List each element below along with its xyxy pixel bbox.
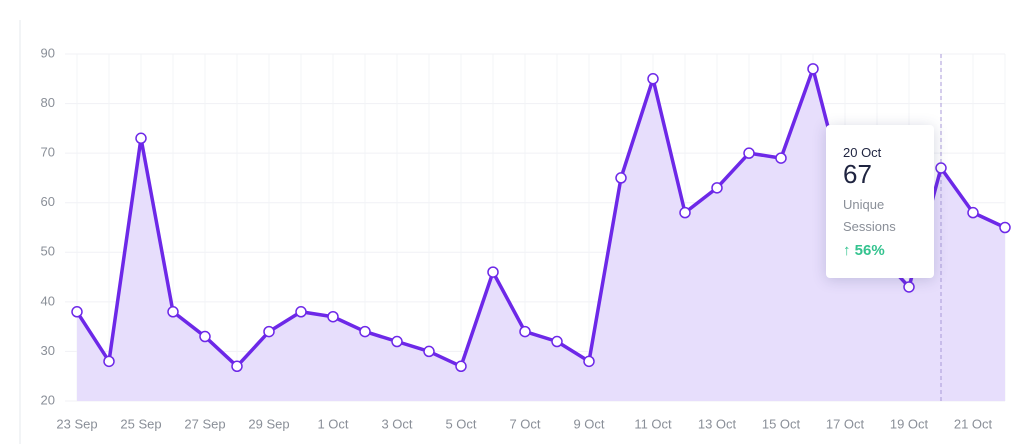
- y-tick-label: 40: [41, 293, 55, 308]
- tooltip-date: 20 Oct: [843, 145, 882, 160]
- y-tick-label: 70: [41, 145, 55, 160]
- point: [967, 206, 979, 219]
- x-tick-label: 9 Oct: [573, 416, 604, 431]
- tooltip-change: ↑ 56%: [843, 242, 934, 259]
- point: [327, 310, 339, 323]
- y-tick-label: 90: [41, 45, 55, 60]
- tooltip-label: Unique Sessions: [843, 197, 896, 234]
- point: [999, 221, 1011, 234]
- x-tick-label: 5 Oct: [445, 416, 476, 431]
- point: [583, 355, 595, 368]
- x-tick-label: 7 Oct: [509, 416, 540, 431]
- tooltip: 20 Oct 67 Unique Sessions ↑ 56%: [826, 125, 934, 278]
- point: [551, 335, 563, 348]
- x-tick-label: 27 Sep: [184, 416, 225, 431]
- point: [71, 306, 83, 318]
- x-tick-label: 13 Oct: [698, 416, 737, 431]
- area: [77, 68, 1005, 401]
- point: [231, 360, 243, 373]
- x-tick-label: 21 Oct: [954, 416, 993, 431]
- point: [263, 325, 275, 338]
- point: [679, 206, 691, 219]
- point: [167, 306, 179, 318]
- point: [615, 172, 627, 184]
- point: [103, 355, 115, 368]
- point: [775, 152, 787, 164]
- x-tick-label: 11 Oct: [634, 416, 672, 431]
- point: [903, 281, 915, 293]
- x-tick-label: 25 Sep: [120, 416, 161, 431]
- point: [487, 266, 499, 278]
- x-tick-label: 29 Sep: [248, 416, 289, 431]
- y-tick-label: 30: [41, 343, 55, 358]
- tooltip-value: 67: [843, 159, 872, 189]
- point: [807, 63, 819, 75]
- y-tick-label: 60: [41, 194, 55, 209]
- point: [391, 335, 403, 348]
- y-tick-label: 50: [41, 244, 55, 259]
- point: [423, 345, 435, 358]
- point: [743, 147, 755, 159]
- point: [135, 132, 147, 145]
- x-tick-label: 1 Oct: [317, 416, 348, 431]
- point: [647, 73, 659, 85]
- point: [359, 325, 371, 338]
- x-tick-label: 15 Oct: [762, 416, 801, 431]
- y-tick-label: 80: [41, 95, 55, 110]
- point: [295, 306, 307, 318]
- point: [455, 360, 467, 373]
- x-tick-label: 17 Oct: [826, 416, 865, 431]
- point: [519, 325, 531, 338]
- point: [935, 162, 947, 174]
- x-tick-label: 3 Oct: [381, 416, 412, 431]
- y-tick-label: 20: [41, 392, 55, 407]
- point: [199, 330, 211, 343]
- point: [711, 182, 723, 194]
- arrow-icon: ↑: [843, 242, 855, 259]
- x-tick-label: 19 Oct: [890, 416, 929, 431]
- x-tick-label: 23 Sep: [56, 416, 97, 431]
- change-value: 56%: [854, 242, 885, 259]
